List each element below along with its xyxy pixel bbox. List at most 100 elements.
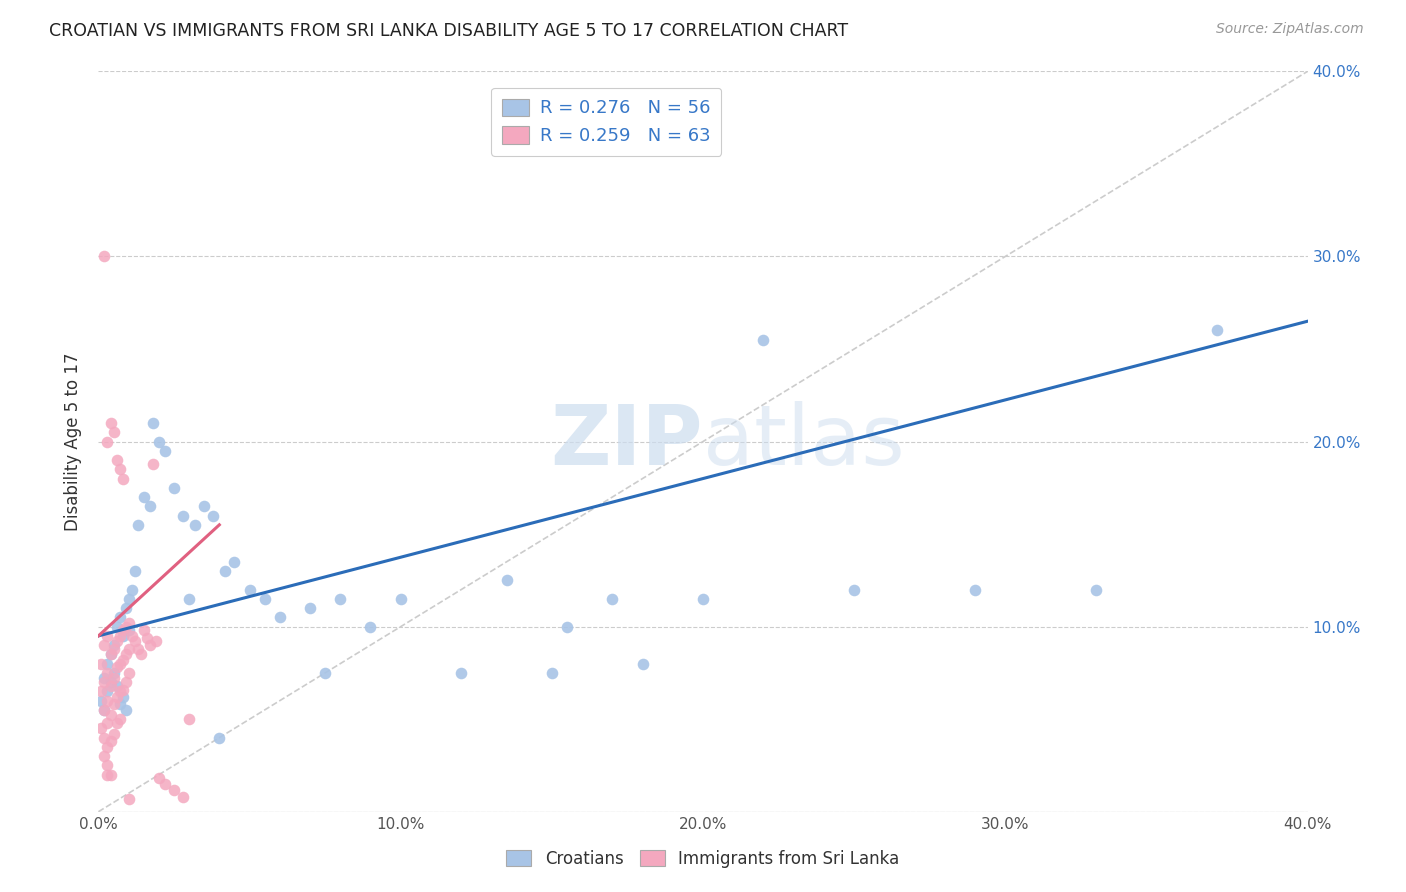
Text: Source: ZipAtlas.com: Source: ZipAtlas.com bbox=[1216, 22, 1364, 37]
Point bbox=[96, 657, 118, 671]
Point bbox=[121, 582, 143, 597]
Point bbox=[108, 610, 131, 624]
Point bbox=[93, 703, 115, 717]
Point bbox=[93, 638, 115, 652]
Point bbox=[103, 672, 125, 686]
Point bbox=[100, 675, 122, 690]
Point bbox=[105, 690, 128, 704]
Point bbox=[179, 591, 201, 606]
Point bbox=[90, 657, 112, 671]
Point bbox=[142, 416, 165, 430]
Point bbox=[90, 684, 112, 698]
Point bbox=[148, 772, 170, 786]
Point bbox=[124, 564, 146, 578]
Point bbox=[93, 703, 115, 717]
Point bbox=[96, 684, 118, 698]
Point bbox=[752, 333, 775, 347]
Point bbox=[111, 653, 134, 667]
Point bbox=[124, 634, 146, 648]
Point bbox=[132, 490, 155, 504]
Point bbox=[103, 698, 125, 712]
Point bbox=[118, 624, 141, 638]
Point bbox=[602, 591, 624, 606]
Point bbox=[90, 722, 112, 736]
Point bbox=[495, 574, 517, 588]
Point bbox=[93, 675, 115, 690]
Point bbox=[96, 715, 118, 730]
Point bbox=[96, 758, 118, 772]
Point bbox=[108, 462, 131, 476]
Point bbox=[139, 638, 162, 652]
Point bbox=[100, 708, 122, 723]
Point bbox=[121, 629, 143, 643]
Text: CROATIAN VS IMMIGRANTS FROM SRI LANKA DISABILITY AGE 5 TO 17 CORRELATION CHART: CROATIAN VS IMMIGRANTS FROM SRI LANKA DI… bbox=[49, 22, 848, 40]
Point bbox=[111, 472, 134, 486]
Point bbox=[329, 591, 352, 606]
Point bbox=[93, 672, 115, 686]
Point bbox=[90, 694, 112, 708]
Point bbox=[100, 679, 122, 693]
Point bbox=[105, 453, 128, 467]
Point bbox=[153, 443, 176, 458]
Point bbox=[93, 749, 115, 764]
Point bbox=[224, 555, 246, 569]
Point bbox=[172, 789, 194, 804]
Point bbox=[1085, 582, 1108, 597]
Y-axis label: Disability Age 5 to 17: Disability Age 5 to 17 bbox=[65, 352, 83, 531]
Point bbox=[253, 591, 276, 606]
Point bbox=[129, 648, 152, 662]
Text: ZIP: ZIP bbox=[551, 401, 703, 482]
Point bbox=[93, 250, 115, 264]
Point bbox=[108, 712, 131, 726]
Point bbox=[103, 727, 125, 741]
Point bbox=[118, 665, 141, 680]
Point bbox=[163, 782, 186, 797]
Point bbox=[111, 682, 134, 697]
Point bbox=[100, 648, 122, 662]
Point bbox=[105, 634, 128, 648]
Point bbox=[299, 601, 322, 615]
Point bbox=[153, 777, 176, 791]
Point bbox=[96, 739, 118, 754]
Point bbox=[193, 500, 215, 514]
Point bbox=[127, 641, 149, 656]
Point bbox=[105, 679, 128, 693]
Point bbox=[135, 631, 157, 645]
Point bbox=[142, 457, 165, 471]
Point bbox=[96, 629, 118, 643]
Point bbox=[360, 619, 382, 633]
Point bbox=[127, 517, 149, 532]
Point bbox=[172, 508, 194, 523]
Point bbox=[100, 767, 122, 781]
Point bbox=[114, 619, 136, 633]
Point bbox=[105, 660, 128, 674]
Point bbox=[184, 517, 207, 532]
Point bbox=[103, 638, 125, 652]
Point bbox=[114, 648, 136, 662]
Point bbox=[103, 425, 125, 440]
Point bbox=[214, 564, 236, 578]
Point bbox=[100, 734, 122, 748]
Point bbox=[111, 690, 134, 704]
Point bbox=[108, 684, 131, 698]
Point bbox=[145, 634, 167, 648]
Legend: Croatians, Immigrants from Sri Lanka: Croatians, Immigrants from Sri Lanka bbox=[499, 844, 907, 875]
Point bbox=[202, 508, 225, 523]
Point bbox=[555, 619, 578, 633]
Point bbox=[96, 665, 118, 680]
Point bbox=[631, 657, 654, 671]
Point bbox=[965, 582, 987, 597]
Point bbox=[139, 500, 162, 514]
Point bbox=[450, 665, 472, 680]
Legend: R = 0.276   N = 56, R = 0.259   N = 63: R = 0.276 N = 56, R = 0.259 N = 63 bbox=[491, 87, 721, 156]
Point bbox=[692, 591, 714, 606]
Point bbox=[148, 434, 170, 449]
Point bbox=[118, 791, 141, 805]
Point bbox=[103, 665, 125, 680]
Point bbox=[118, 591, 141, 606]
Point bbox=[163, 481, 186, 495]
Point bbox=[108, 629, 131, 643]
Point bbox=[114, 675, 136, 690]
Point bbox=[96, 767, 118, 781]
Point bbox=[96, 434, 118, 449]
